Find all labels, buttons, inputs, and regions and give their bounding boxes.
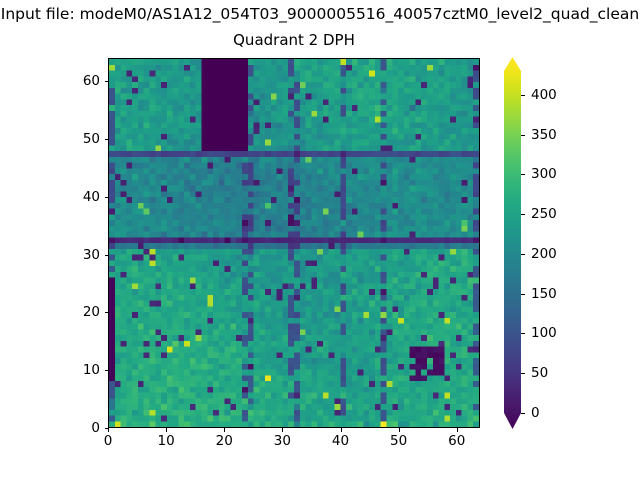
colorbar-tick-label: 350 [531, 126, 557, 143]
y-tick-mark [104, 81, 108, 83]
y-tick-mark [104, 254, 108, 256]
plot-title: Quadrant 2 DPH [233, 31, 355, 49]
colorbar-tick-label: 300 [531, 166, 557, 183]
y-tick-label: 30 [82, 246, 100, 263]
colorbar-tick-mark [521, 373, 525, 375]
y-tick-mark [104, 312, 108, 314]
heatmap-image[interactable] [109, 59, 479, 427]
colorbar-tick-mark [521, 253, 525, 255]
y-tick-label: 40 [82, 188, 100, 205]
colorbar-tick-mark [521, 214, 525, 216]
y-tick-mark [104, 196, 108, 198]
x-tick-mark [398, 428, 400, 432]
x-tick-label: 30 [273, 433, 291, 449]
figure-suptitle-text: Input file: modeM0/AS1A12_054T03_9000005… [0, 5, 640, 23]
colorbar-tick-label: 200 [531, 245, 557, 262]
y-tick-mark [104, 138, 108, 140]
x-tick-mark [456, 428, 458, 432]
x-tick-mark [166, 428, 168, 432]
colorbar-tick-mark [521, 413, 525, 414]
x-tick-mark [224, 428, 226, 432]
y-tick-mark [104, 428, 108, 429]
y-tick-label: 60 [82, 73, 100, 90]
x-tick-label: 20 [215, 433, 233, 449]
colorbar-tick-mark [521, 134, 525, 136]
colorbar-tick-label: 250 [531, 206, 557, 223]
colorbar-tick-label: 400 [531, 86, 557, 103]
colorbar-gradient [504, 57, 521, 429]
colorbar-tick-mark [521, 174, 525, 176]
y-tick-label: 20 [82, 304, 100, 321]
x-tick-label: 60 [448, 433, 466, 449]
x-tick-mark [282, 428, 284, 432]
colorbar-tick-mark [521, 293, 525, 295]
x-tick-mark [108, 428, 109, 432]
colorbar-tick-label: 50 [531, 365, 549, 382]
y-tick-label: 0 [91, 420, 100, 436]
colorbar-tick-mark [521, 94, 525, 96]
colorbar-tick-label: 0 [531, 405, 540, 421]
colorbar-tick-label: 100 [531, 325, 557, 342]
x-tick-label: 40 [331, 433, 350, 449]
colorbar-tick-label: 150 [531, 285, 557, 302]
x-tick-mark [340, 428, 342, 432]
heatmap-axes[interactable] [108, 58, 480, 428]
colorbar-tick-mark [521, 333, 525, 335]
x-tick-label: 10 [157, 433, 175, 449]
y-tick-mark [104, 370, 108, 372]
y-tick-label: 50 [82, 130, 100, 147]
x-tick-label: 50 [390, 433, 408, 449]
figure-suptitle: Input file: modeM0/AS1A12_054T03_9000005… [0, 4, 640, 24]
colorbar[interactable]: 0 50 100 150 200 250 300 350 400 [503, 55, 563, 433]
x-tick-label: 0 [103, 433, 113, 449]
y-tick-label: 10 [82, 362, 100, 379]
